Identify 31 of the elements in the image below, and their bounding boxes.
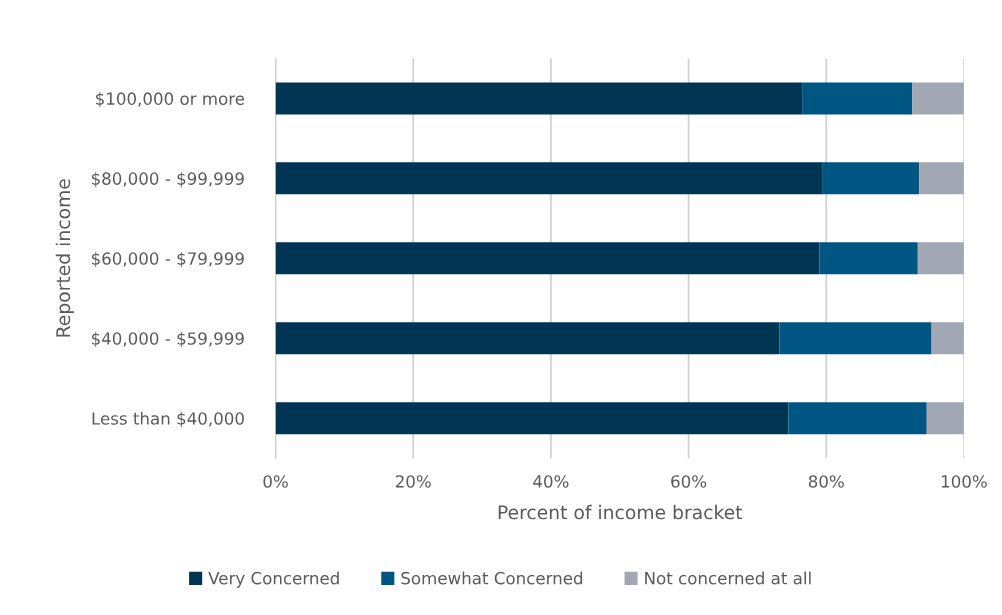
x-tick-label: 40% bbox=[533, 475, 569, 488]
y-tick-label: $80,000 - $99,999 bbox=[91, 172, 244, 188]
bar bbox=[275, 402, 789, 435]
bar bbox=[917, 242, 964, 275]
bar bbox=[919, 162, 964, 195]
x-axis-title: Percent of income bracket bbox=[498, 504, 743, 520]
y-tick-label: $100,000 or more bbox=[96, 92, 245, 108]
legend-label: Very Concerned bbox=[208, 571, 339, 588]
x-tick-label: 100% bbox=[941, 475, 987, 488]
bar bbox=[822, 162, 920, 195]
bar bbox=[819, 242, 918, 275]
y-tick-label: $40,000 - $59,999 bbox=[91, 331, 244, 348]
bar bbox=[275, 322, 780, 355]
x-tick-label: 60% bbox=[671, 475, 707, 488]
bar bbox=[912, 82, 964, 115]
bar bbox=[926, 402, 964, 435]
y-axis-title: Reported income bbox=[55, 179, 74, 337]
x-tick-label: 80% bbox=[808, 475, 844, 488]
bar bbox=[275, 162, 823, 195]
y-tick-label: $60,000 - $79,999 bbox=[91, 251, 244, 268]
x-tick-label: 0% bbox=[263, 475, 288, 488]
bar bbox=[275, 82, 803, 115]
y-tick-label: Less than $40,000 bbox=[92, 411, 244, 427]
bar bbox=[931, 322, 964, 355]
bar bbox=[779, 322, 932, 355]
legend-label: Not concerned at all bbox=[645, 571, 811, 585]
bar bbox=[802, 82, 913, 115]
bar bbox=[275, 242, 820, 275]
x-tick-label: 20% bbox=[395, 475, 431, 488]
legend-label: Somewhat Concerned bbox=[401, 571, 583, 585]
bar bbox=[788, 402, 927, 435]
